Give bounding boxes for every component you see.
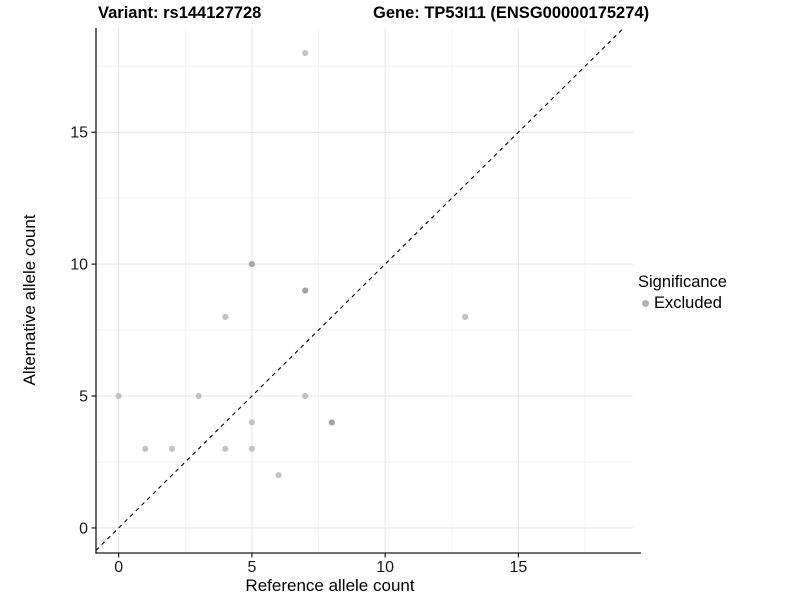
x-tick-label: 5 [247, 559, 256, 576]
legend-point-icon [642, 300, 649, 307]
legend-item-excluded: Excluded [638, 294, 727, 313]
data-point [328, 419, 335, 426]
legend-item-label: Excluded [654, 294, 722, 312]
data-point [248, 261, 256, 268]
y-tick-label: 15 [70, 125, 88, 142]
data-point [302, 49, 309, 57]
data-point [248, 445, 256, 452]
data-point [462, 313, 469, 320]
data-point [168, 445, 176, 452]
y-tick-label: 0 [79, 520, 88, 537]
x-axis-label: Reference allele count [245, 576, 415, 595]
data-point [195, 392, 202, 400]
data-point [302, 392, 309, 400]
x-tick-label: 10 [376, 559, 394, 576]
data-point [142, 445, 149, 452]
y-tick-label: 10 [70, 257, 88, 274]
plot-title-variant: Variant: rs144127728 [98, 4, 262, 22]
data-point [302, 287, 309, 294]
legend-title: Significance [638, 273, 727, 291]
data-point [222, 445, 229, 452]
data-point [275, 472, 282, 479]
x-tick-label: 15 [510, 559, 528, 576]
data-point [222, 313, 229, 320]
data-point [248, 419, 256, 426]
y-tick-label: 5 [79, 389, 88, 406]
identity-line [95, 27, 625, 551]
plot-title-gene: Gene: TP53I11 (ENSG00000175274) [373, 4, 650, 22]
legend: Significance Excluded [638, 273, 727, 313]
data-point [115, 392, 122, 400]
x-tick-label: 0 [114, 559, 123, 576]
